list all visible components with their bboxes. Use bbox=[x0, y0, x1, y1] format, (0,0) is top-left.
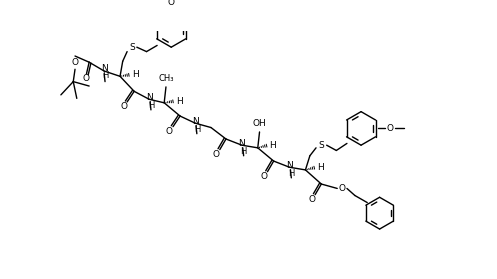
Text: H: H bbox=[288, 169, 295, 178]
Text: O: O bbox=[83, 74, 90, 83]
Text: N: N bbox=[192, 117, 198, 126]
Text: H: H bbox=[317, 163, 324, 172]
Text: O: O bbox=[72, 58, 79, 67]
Text: OH: OH bbox=[252, 119, 266, 129]
Text: H: H bbox=[132, 70, 139, 79]
Text: O: O bbox=[166, 127, 173, 136]
Text: H: H bbox=[194, 125, 200, 134]
Text: S: S bbox=[319, 141, 324, 150]
Text: H: H bbox=[241, 147, 247, 156]
Text: CH₃: CH₃ bbox=[158, 74, 174, 83]
Text: O: O bbox=[120, 102, 127, 111]
Text: H: H bbox=[176, 97, 182, 105]
Text: H: H bbox=[148, 101, 154, 110]
Text: O: O bbox=[260, 172, 267, 181]
Text: O: O bbox=[387, 124, 394, 133]
Text: N: N bbox=[239, 139, 245, 148]
Text: S: S bbox=[130, 43, 135, 52]
Text: N: N bbox=[101, 64, 107, 73]
Text: N: N bbox=[286, 161, 293, 170]
Text: O: O bbox=[168, 0, 175, 7]
Text: H: H bbox=[102, 71, 108, 80]
Text: O: O bbox=[308, 194, 315, 204]
Text: O: O bbox=[213, 150, 220, 158]
Text: H: H bbox=[269, 141, 276, 150]
Text: N: N bbox=[146, 93, 153, 102]
Text: O: O bbox=[338, 184, 345, 193]
